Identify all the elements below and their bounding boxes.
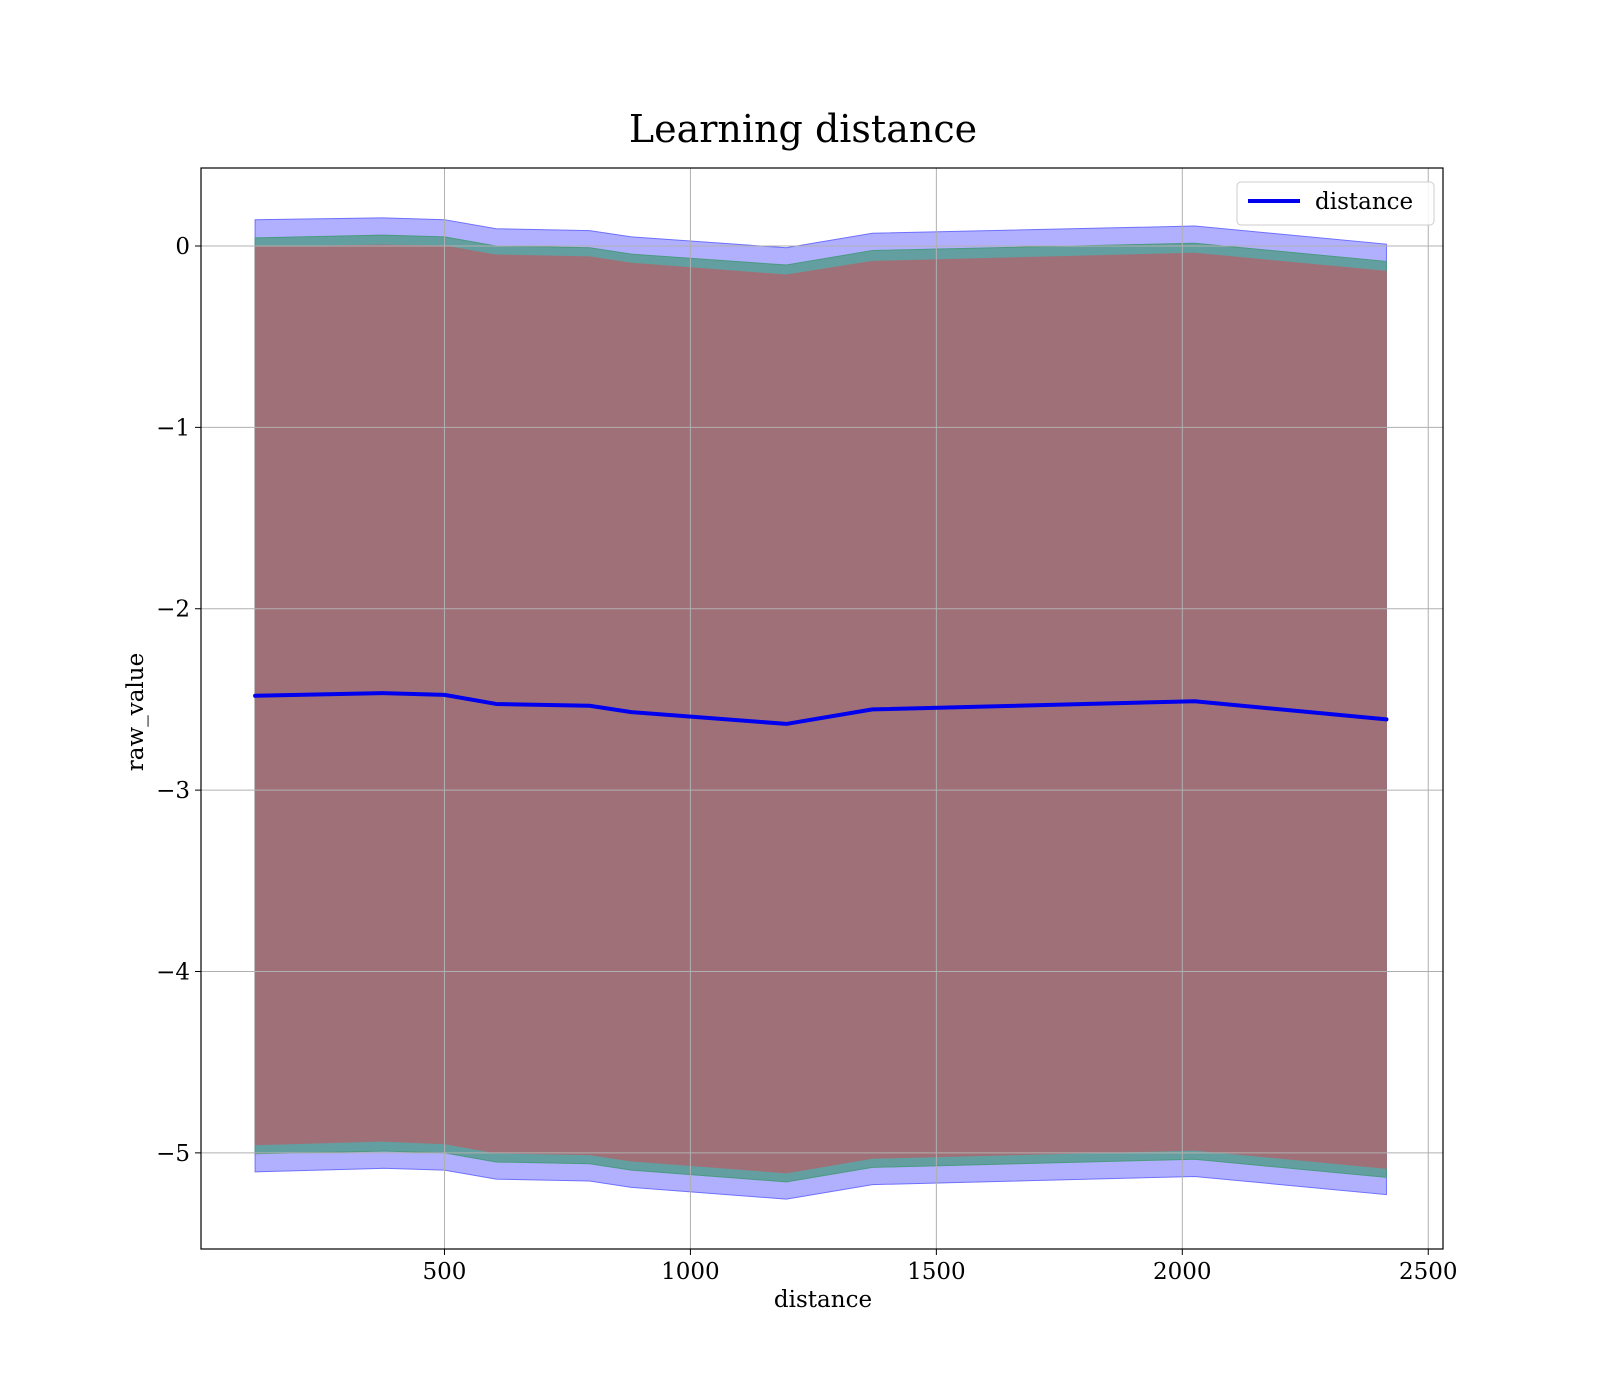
grid-lines xyxy=(201,168,1443,1249)
y-tick-label: 0 xyxy=(175,234,190,260)
legend-label: distance xyxy=(1315,189,1413,215)
legend-box xyxy=(1236,181,1435,226)
y-tick-label: −1 xyxy=(156,415,190,441)
x-tick-label: 1000 xyxy=(661,1259,720,1285)
y-axis-label: raw_value xyxy=(123,653,149,771)
plot-area-frame xyxy=(200,167,1444,1250)
y-axis-ticks: 0 −1 −2 −3 −4 −5 xyxy=(156,234,201,1167)
y-tick-label: −3 xyxy=(156,778,190,804)
y-tick-label: −5 xyxy=(156,1141,190,1167)
legend: distance xyxy=(1236,181,1435,226)
x-tick-label: 500 xyxy=(423,1259,467,1285)
confidence-bands xyxy=(254,217,1387,1200)
series-lines xyxy=(253,691,1389,726)
x-tick-label: 2500 xyxy=(1399,1259,1458,1285)
chart-title: Learning distance xyxy=(629,107,977,151)
band-inner xyxy=(254,244,1387,1174)
y-tick-label: −2 xyxy=(156,597,190,623)
x-tick-label: 2000 xyxy=(1153,1259,1212,1285)
x-axis-label: distance xyxy=(774,1287,872,1313)
x-tick-label: 1500 xyxy=(907,1259,966,1285)
x-axis-ticks: 500 1000 1500 2000 2500 xyxy=(423,1249,1458,1285)
series-line xyxy=(253,691,1389,726)
y-tick-label: −4 xyxy=(156,959,190,985)
